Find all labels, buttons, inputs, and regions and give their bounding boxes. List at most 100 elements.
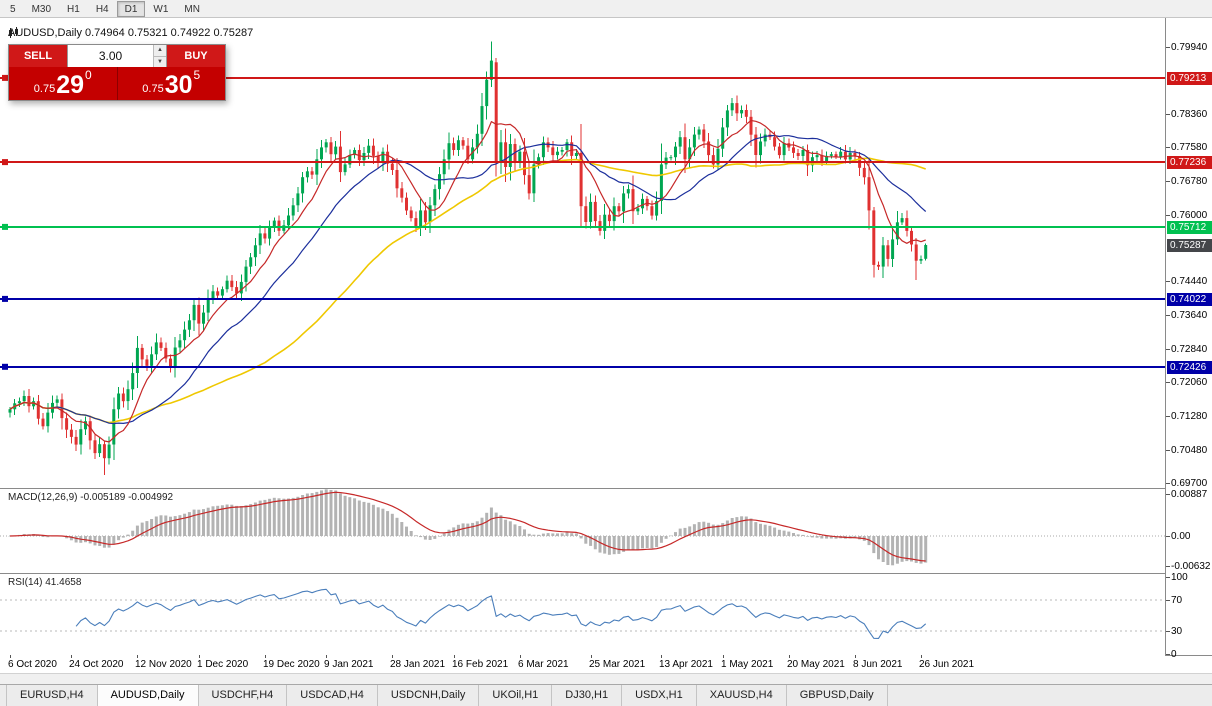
chart-tab-usdcnh-daily[interactable]: USDCNH,Daily — [378, 685, 480, 706]
date-axis-tick — [855, 655, 856, 658]
date-axis-label: 19 Dec 2020 — [263, 659, 320, 670]
buy-button[interactable]: BUY — [167, 45, 225, 67]
date-axis-label: 20 May 2021 — [787, 659, 845, 670]
date-axis-tick — [10, 655, 11, 658]
volume-up-icon[interactable]: ▲ — [154, 45, 166, 57]
macd-axis-label: 0.00887 — [1171, 489, 1208, 500]
price-line-badge: 0.72426 — [1167, 361, 1212, 374]
volume-spinner: ▲ ▼ — [153, 45, 166, 67]
price-axis-tick — [1166, 215, 1170, 216]
price-axis-label: 0.73640 — [1171, 310, 1208, 321]
macd-axis-label: 0.00 — [1171, 531, 1191, 542]
timeframe-button-5[interactable]: 5 — [10, 3, 16, 15]
rsi-axis-label: 0 — [1171, 649, 1177, 660]
sell-price-big: 29 — [56, 71, 85, 99]
date-axis-tick — [71, 655, 72, 658]
price-axis-tick — [1166, 349, 1170, 350]
price-axis-label: 0.72060 — [1171, 377, 1208, 388]
chart-tab-ukoil-h1[interactable]: UKOil,H1 — [479, 685, 553, 706]
price-axis-tick — [1166, 416, 1170, 417]
chart-tab-dj30-h1[interactable]: DJ30,H1 — [552, 685, 623, 706]
macd-pane[interactable] — [0, 489, 1165, 573]
price-axis-label: 0.72840 — [1171, 344, 1208, 355]
chart-icon — [9, 27, 18, 38]
price-axis-label: 0.76780 — [1171, 176, 1208, 187]
price-axis-label: 0.78360 — [1171, 109, 1208, 120]
price-axis-tick — [1166, 47, 1170, 48]
buy-price-prefix: 0.75 — [142, 83, 164, 95]
date-axis-tick — [392, 655, 393, 658]
volume-field: ▲ ▼ — [67, 45, 167, 67]
timeframe-button-d1[interactable]: D1 — [116, 0, 146, 17]
date-axis-label: 24 Oct 2020 — [69, 659, 124, 670]
rsi-pane[interactable] — [0, 574, 1165, 655]
date-axis-label: 6 Mar 2021 — [518, 659, 569, 670]
price-divider — [116, 67, 118, 100]
price-line-badge: 0.74022 — [1167, 293, 1212, 306]
timeframe-button-m30[interactable]: M30 — [31, 3, 52, 15]
rsi-axis-tick — [1166, 577, 1170, 578]
date-axis-label: 25 Mar 2021 — [589, 659, 646, 670]
timeframe-button-mn[interactable]: MN — [184, 3, 200, 15]
one-click-trading-panel: SELL ▲ ▼ BUY 0.75 29 0 0.75 30 5 — [8, 44, 226, 101]
macd-axis-label: -0.00632 — [1171, 561, 1211, 572]
buy-price[interactable]: 0.75 30 5 — [117, 67, 225, 100]
date-axis-label: 26 Jun 2021 — [919, 659, 975, 670]
price-axis-label: 0.74440 — [1171, 276, 1208, 287]
price-axis-label: 0.71280 — [1171, 411, 1208, 422]
chart-tab-usdx-h1[interactable]: USDX,H1 — [622, 685, 697, 706]
buy-price-big: 30 — [164, 71, 193, 99]
timeframe-button-h4[interactable]: H4 — [95, 3, 109, 15]
date-axis-label: 13 Apr 2021 — [659, 659, 713, 670]
date-axis-tick — [661, 655, 662, 658]
sell-price-pip: 0 — [85, 68, 92, 82]
price-line-badge: 0.79213 — [1167, 72, 1212, 85]
sell-button[interactable]: SELL — [9, 45, 67, 67]
rsi-axis-label: 100 — [1171, 572, 1188, 583]
date-axis[interactable]: 6 Oct 2020 24 Oct 2020 12 Nov 2020 1 Dec 20… — [0, 655, 1165, 673]
chart-tab-audusd-daily[interactable]: AUDUSD,Daily — [97, 685, 199, 706]
date-axis-tick — [265, 655, 266, 658]
chart-tab-xauusd-h4[interactable]: XAUUSD,H4 — [697, 685, 787, 706]
date-axis-tick — [591, 655, 592, 658]
price-axis-label: 0.69700 — [1171, 478, 1208, 489]
chart-title: AUDUSD,Daily 0.74964 0.75321 0.74922 0.7… — [8, 27, 253, 39]
volume-input[interactable] — [68, 45, 153, 67]
date-axis-label: 1 Dec 2020 — [197, 659, 249, 670]
date-axis-label: 12 Nov 2020 — [135, 659, 192, 670]
date-axis-label: 9 Jan 2021 — [324, 659, 374, 670]
price-line-badge: 0.75712 — [1167, 221, 1212, 234]
date-axis-tick — [921, 655, 922, 658]
chart-tab-gbpusd-daily[interactable]: GBPUSD,Daily — [787, 685, 888, 706]
price-axis-tick — [1166, 114, 1170, 115]
date-axis-tick — [723, 655, 724, 658]
chart-tab-eurusd-h4[interactable]: EURUSD,H4 — [6, 685, 98, 706]
rsi-axis-tick — [1166, 654, 1170, 655]
date-axis-label: 28 Jan 2021 — [390, 659, 446, 670]
pane-separator[interactable] — [0, 488, 1212, 489]
horizontal-scrollbar[interactable] — [0, 673, 1212, 684]
price-axis-label: 0.70480 — [1171, 445, 1208, 456]
timeframe-button-h1[interactable]: H1 — [67, 3, 80, 15]
chart-tab-usdcad-h4[interactable]: USDCAD,H4 — [287, 685, 378, 706]
price-axis[interactable]: 0.79940 0.78360 0.77580 0.76780 0.76000 0.744… — [1165, 18, 1212, 660]
pane-separator[interactable] — [0, 573, 1212, 574]
buy-price-pip: 5 — [193, 68, 201, 82]
macd-axis-tick — [1166, 536, 1170, 537]
chart-region: 0.79940 0.78360 0.77580 0.76780 0.76000 0.744… — [0, 18, 1212, 673]
price-axis-tick — [1166, 181, 1170, 182]
date-axis-label: 8 Jun 2021 — [853, 659, 903, 670]
price-axis-label: 0.77580 — [1171, 142, 1208, 153]
timeframe-button-w1[interactable]: W1 — [153, 3, 169, 15]
chart-tab-usdchf-h4[interactable]: USDCHF,H4 — [199, 685, 288, 706]
price-axis-tick — [1166, 147, 1170, 148]
sell-price[interactable]: 0.75 29 0 — [9, 67, 117, 100]
date-axis-tick — [326, 655, 327, 658]
price-axis-tick — [1166, 382, 1170, 383]
volume-down-icon[interactable]: ▼ — [154, 56, 166, 67]
chart-tab-bar: EURUSD,H4 AUDUSD,Daily USDCHF,H4 USDCAD,H4 U… — [0, 684, 1212, 706]
date-axis-label: 16 Feb 2021 — [452, 659, 509, 670]
date-axis-tick — [520, 655, 521, 658]
price-axis-label: 0.79940 — [1171, 42, 1208, 53]
macd-axis-tick — [1166, 494, 1170, 495]
